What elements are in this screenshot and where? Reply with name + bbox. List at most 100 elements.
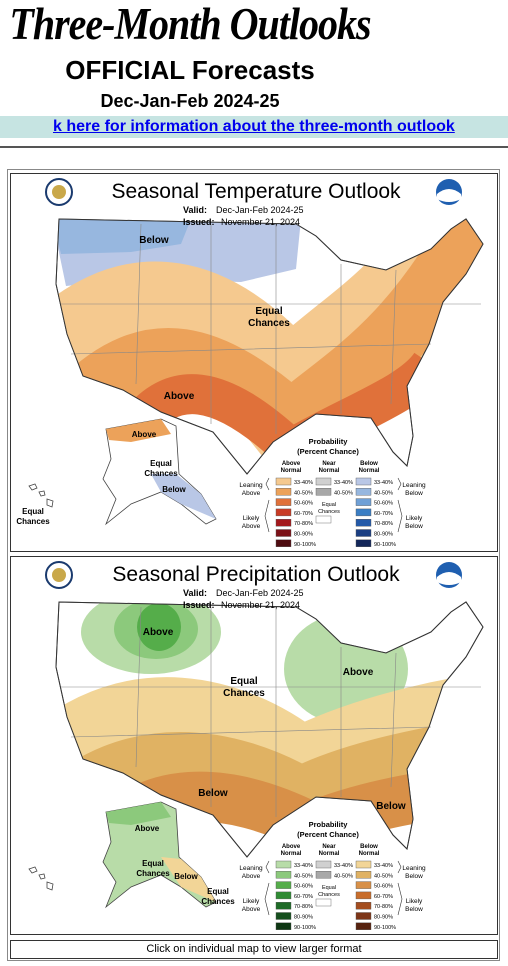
legend-header: Near xyxy=(322,461,336,467)
legend-swatch xyxy=(355,871,372,879)
shade xyxy=(56,672,483,804)
legend-range: 50-60% xyxy=(374,501,393,507)
temperature-map[interactable]: Seasonal Temperature Outlook Valid: Dec-Ja… xyxy=(10,173,498,552)
legend-swatch xyxy=(315,477,332,486)
legend-range: 70-80% xyxy=(294,521,313,527)
legend-swatch xyxy=(275,477,292,486)
legend-swatch xyxy=(355,922,372,930)
legend-side: Leaning xyxy=(239,865,263,872)
legend-range: 60-70% xyxy=(374,894,393,900)
shade xyxy=(137,603,181,651)
issued-label: Issued: xyxy=(183,217,215,227)
legend-range: 90-100% xyxy=(374,925,396,931)
legend-header: Normal xyxy=(359,468,380,474)
legend-swatch xyxy=(275,529,292,537)
legend-side: Likely xyxy=(243,898,260,905)
equal-swatch xyxy=(315,898,332,907)
legend-side: Leaning xyxy=(239,482,263,489)
legend-swatch xyxy=(275,891,292,900)
divider xyxy=(0,146,508,148)
info-link[interactable]: k here for information about the three-m… xyxy=(53,118,455,135)
region-label: Chances xyxy=(248,318,290,329)
region-label: Equal xyxy=(22,507,44,516)
us-border xyxy=(55,601,484,858)
legend-range: 33-40% xyxy=(294,863,313,869)
legend-swatch xyxy=(275,922,292,930)
legend-range: 80-90% xyxy=(374,532,393,538)
legend-equal: Chances xyxy=(318,509,340,515)
legend-side: Above xyxy=(242,873,261,880)
legend-header: Normal xyxy=(319,468,340,474)
region-label: Equal xyxy=(150,459,172,468)
valid-label: Valid: xyxy=(183,588,207,598)
region-label: Below xyxy=(139,235,169,246)
hawaii xyxy=(28,483,38,491)
legend-side: Above xyxy=(242,523,261,530)
valid: Dec-Jan-Feb 2024-25 xyxy=(216,205,304,215)
hawaii xyxy=(38,490,46,497)
legend-swatch xyxy=(355,529,372,537)
legend-side: Likely xyxy=(406,515,423,522)
legend-swatch xyxy=(355,860,372,869)
issued-label: Issued: xyxy=(183,600,215,610)
legend-range: 40-50% xyxy=(294,873,313,879)
alaska-north xyxy=(106,419,171,442)
legend-range: 40-50% xyxy=(334,490,353,496)
legend-range: 50-60% xyxy=(374,884,393,890)
hawaii xyxy=(38,873,46,880)
legend-swatch xyxy=(275,881,292,889)
precipitation-map[interactable]: Seasonal Precipitation Outlook Valid: Dec-… xyxy=(10,556,498,935)
legend-swatch xyxy=(355,519,372,527)
map-table xyxy=(7,169,500,961)
legend-range: 60-70% xyxy=(294,894,313,900)
region-label: Above xyxy=(135,824,160,833)
region-label: Below xyxy=(376,801,406,812)
legend-side: Likely xyxy=(243,515,260,522)
legend-swatch xyxy=(315,860,332,869)
hawaii xyxy=(46,881,54,891)
legend-header: Normal xyxy=(359,851,380,857)
page-title: Three-Month Outlooks xyxy=(9,0,371,50)
valid-label: Valid: xyxy=(183,205,207,215)
legend-swatch xyxy=(355,498,372,506)
state-lines xyxy=(61,606,481,817)
legend-range: 60-70% xyxy=(374,511,393,517)
legend-swatch xyxy=(275,539,292,547)
us-border xyxy=(55,218,484,475)
region-label: Below xyxy=(174,872,198,881)
legend-range: 40-50% xyxy=(374,490,393,496)
map-title: Seasonal Precipitation Outlook xyxy=(112,563,400,586)
legend-header: Normal xyxy=(319,851,340,857)
legend-equal: Chances xyxy=(318,892,340,898)
legend-header: Normal xyxy=(281,468,302,474)
doc-seal-inner xyxy=(52,185,66,199)
legend-subtitle: (Percent Chance) xyxy=(297,830,359,839)
legend-range: 70-80% xyxy=(294,904,313,910)
region-label: Chances xyxy=(136,869,170,878)
legend-swatch xyxy=(275,912,292,920)
legend-range: 90-100% xyxy=(294,925,316,931)
period: Dec-Jan-Feb 2024-25 xyxy=(100,91,280,111)
legend-braces xyxy=(264,860,403,916)
legend-range: 33-40% xyxy=(334,863,353,869)
region-label: Equal xyxy=(255,306,282,317)
region-label: Chances xyxy=(201,897,235,906)
map-title: Seasonal Temperature Outlook xyxy=(111,180,401,203)
legend-range: 33-40% xyxy=(374,863,393,869)
legend-swatch xyxy=(355,912,372,920)
legend-header: Below xyxy=(360,461,378,467)
issued: November 21, 2024 xyxy=(221,217,300,227)
legend-title: Probability xyxy=(309,437,349,446)
legend-swatch xyxy=(355,477,372,486)
legend-swatch xyxy=(275,488,292,496)
region-label: Above xyxy=(143,627,174,638)
legend-range: 70-80% xyxy=(374,521,393,527)
shade xyxy=(56,219,191,254)
subtitle: OFFICIAL Forecasts xyxy=(65,55,315,85)
region-label: Equal xyxy=(230,676,257,687)
legend-swatch xyxy=(355,488,372,496)
alaska-north xyxy=(106,802,171,825)
region-label: Below xyxy=(198,788,228,799)
region-label: Below xyxy=(162,485,186,494)
